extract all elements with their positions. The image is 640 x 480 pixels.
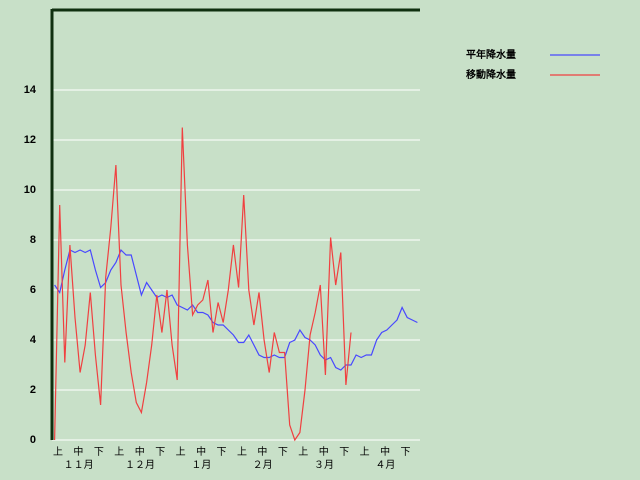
month-label: １１月 xyxy=(64,459,94,471)
month-label: ３月 xyxy=(314,459,334,471)
y-tick-label: 0 xyxy=(30,434,36,446)
x-tick-label: 下 xyxy=(217,447,227,458)
y-tick-label: 6 xyxy=(30,284,36,296)
x-tick-label: 中 xyxy=(380,445,390,458)
y-tick-label: 12 xyxy=(24,134,36,146)
x-tick-label: 上 xyxy=(237,446,247,458)
x-tick-label: 上 xyxy=(114,446,124,458)
series-line xyxy=(54,248,418,371)
x-tick-label: 上 xyxy=(298,446,308,458)
x-tick-label: 下 xyxy=(278,447,288,458)
x-tick-label: 上 xyxy=(176,446,186,458)
x-tick-label: 中 xyxy=(257,445,267,458)
month-label: ２月 xyxy=(253,459,273,471)
y-tick-label: 8 xyxy=(30,234,36,246)
y-tick-label: 2 xyxy=(30,384,36,396)
x-tick-label: 下 xyxy=(339,447,349,458)
y-tick-label: 4 xyxy=(30,334,37,346)
x-tick-label: 下 xyxy=(94,447,104,458)
x-tick-label: 上 xyxy=(360,446,370,458)
legend-label: 平年降水量 xyxy=(466,48,516,61)
x-tick-label: 中 xyxy=(73,445,83,458)
x-tick-label: 下 xyxy=(155,447,165,458)
x-tick-label: 中 xyxy=(196,445,206,458)
y-tick-label: 14 xyxy=(24,84,37,96)
x-tick-label: 中 xyxy=(135,445,145,458)
month-label: ４月 xyxy=(375,459,395,471)
month-label: １月 xyxy=(191,459,211,471)
x-tick-label: 中 xyxy=(319,445,329,458)
legend-label: 移動降水量 xyxy=(466,68,516,81)
series-line xyxy=(54,127,352,442)
x-tick-label: 下 xyxy=(401,447,411,458)
y-tick-label: 10 xyxy=(24,184,36,196)
x-tick-label: 上 xyxy=(53,446,63,458)
month-label: １２月 xyxy=(125,459,155,471)
